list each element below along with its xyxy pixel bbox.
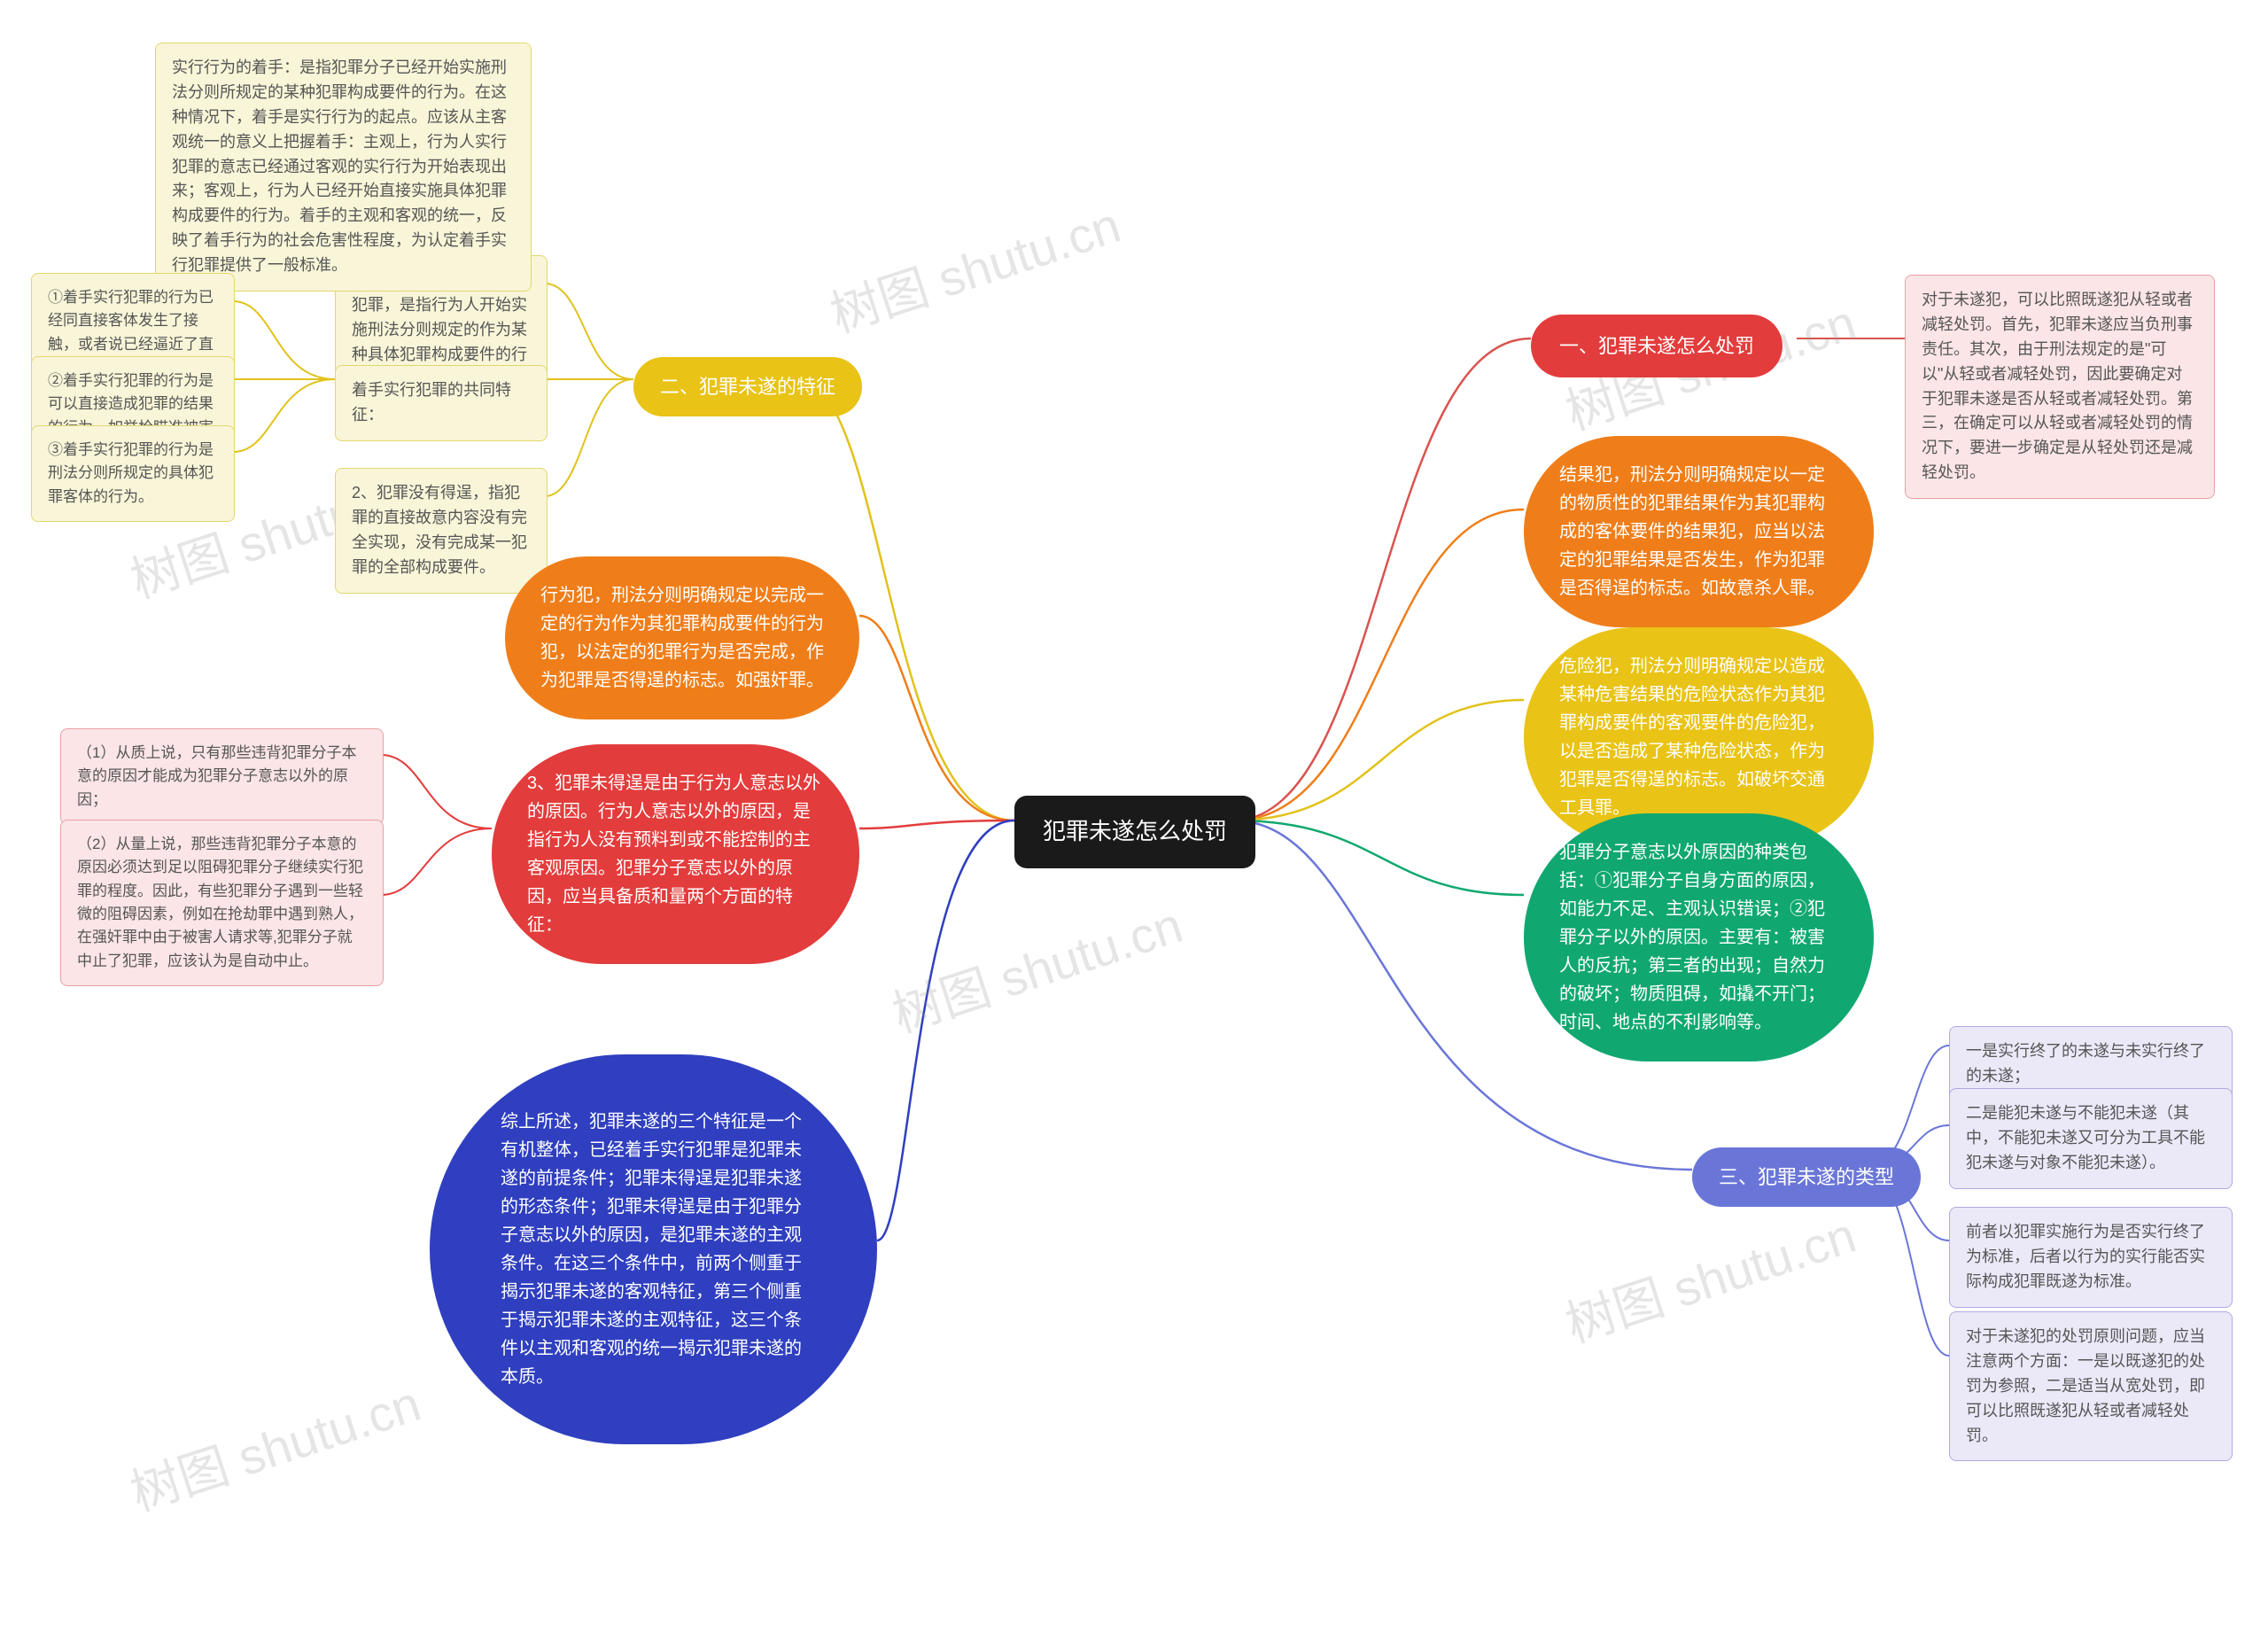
topic-3-types: 三、犯罪未遂的类型: [1692, 1147, 1921, 1207]
topic-summary: 综上所述，犯罪未遂的三个特征是一个有机整体，已经着手实行犯罪是犯罪未遂的前提条件…: [430, 1054, 877, 1444]
type-note-3: 前者以犯罪实施行为是否实行终了为标准，后者以行为的实行能否实际构成犯罪既遂为标准…: [1949, 1207, 2233, 1308]
topic-1-punishment: 一、犯罪未遂怎么处罚: [1531, 315, 1783, 377]
mindmap-center: 犯罪未遂怎么处罚: [1014, 796, 1255, 868]
feature-2: 2、犯罪没有得逞，指犯罪的直接故意内容没有完全实现，没有完成某一犯罪的全部构成要…: [335, 468, 548, 594]
topic-2-features: 二、犯罪未遂的特征: [633, 357, 862, 416]
feature-1b-note-3: ③着手实行犯罪的行为是刑法分则所规定的具体犯罪客体的行为。: [31, 425, 235, 522]
type-note-2: 二是能犯未遂与不能犯未遂（其中，不能犯未遂又可分为工具不能犯未遂与对象不能犯未遂…: [1949, 1088, 2233, 1189]
topic-behavior-crime: 行为犯，刑法分则明确规定以完成一定的行为作为其犯罪构成要件的行为犯，以法定的犯罪…: [505, 556, 859, 719]
topic-1-note: 对于未遂犯，可以比照既遂犯从轻或者减轻处罚。首先，犯罪未遂应当负刑事责任。其次，…: [1905, 275, 2215, 499]
feature-1-detail: 实行行为的着手：是指犯罪分子已经开始实施刑法分则所规定的某种犯罪构成要件的行为。…: [155, 43, 532, 292]
type-note-4: 对于未遂犯的处罚原则问题，应当注意两个方面：一是以既遂犯的处罚为参照，二是适当从…: [1949, 1311, 2233, 1461]
topic-external-will: 犯罪分子意志以外原因的种类包括：①犯罪分子自身方面的原因，如能力不足、主观认识错…: [1524, 813, 1874, 1061]
feature-1b: 着手实行犯罪的共同特征：: [335, 365, 548, 441]
feature-3-note-1: （1）从质上说，只有那些违背犯罪分子本意的原因才能成为犯罪分子意志以外的原因；: [60, 728, 384, 825]
topic-result-crime: 结果犯，刑法分则明确规定以一定的物质性的犯罪结果作为其犯罪构成的客体要件的结果犯…: [1524, 436, 1874, 627]
topic-feature-3: 3、犯罪未得逞是由于行为人意志以外的原因。行为人意志以外的原因，是指行为人没有预…: [492, 744, 859, 964]
feature-3-note-2: （2）从量上说，那些违背犯罪分子本意的原因必须达到足以阻碍犯罪分子继续实行犯罪的…: [60, 820, 384, 986]
